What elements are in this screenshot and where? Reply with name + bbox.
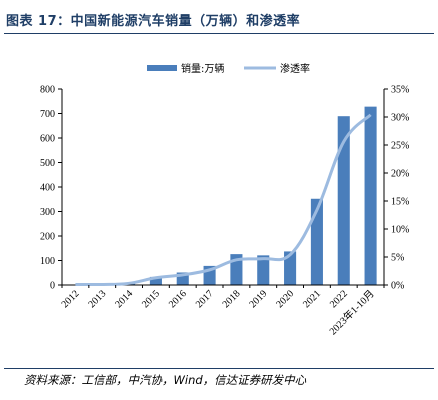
left-axis-tick-label: 700 [40, 109, 55, 120]
x-axis-tick-label: 2015 [140, 288, 162, 310]
x-axis-tick-label: 2021 [301, 288, 323, 310]
x-axis-tick-label: 2022 [328, 288, 350, 310]
bar-sales [257, 255, 270, 285]
source-divider [4, 368, 434, 369]
left-axis-tick-label: 400 [40, 183, 55, 194]
bar-sales [149, 276, 162, 285]
left-axis-tick-label: 100 [40, 256, 55, 267]
legend-label-penetration: 渗透率 [280, 62, 310, 75]
bar-sales [364, 106, 377, 285]
source-note: 资料来源：工信部，中汽协，Wind，信达证券研发中心 [24, 373, 307, 387]
chart-container: 销量:万辆 渗透率 0 100 200 300 400 500 600 700 800 0% 5% 10%… [0, 44, 438, 366]
left-axis-tick-label: 600 [40, 134, 55, 145]
title-divider [4, 33, 434, 34]
figure-title: 图表 17：中国新能源汽车销量（万辆）和渗透率 [6, 14, 301, 29]
right-axis-tick-label: 10% [391, 225, 409, 236]
right-axis-tick-label: 30% [391, 113, 409, 124]
chart-svg: 销量:万辆 渗透率 0 100 200 300 400 500 600 700 800 0% 5% 10%… [40, 62, 409, 337]
x-axis-tick-label: 2016 [167, 288, 189, 310]
right-axis-tick-label: 15% [391, 197, 409, 208]
left-axis-tick-label: 200 [40, 232, 55, 243]
x-axis-tick-label: 2012 [60, 288, 82, 310]
x-axis-tick-label: 2014 [113, 288, 135, 310]
right-axis-tick-label: 0% [391, 281, 404, 292]
bar-sales [337, 116, 350, 285]
bar-sales [310, 198, 323, 285]
x-axis-tick-label: 2023年1-10月 [326, 287, 376, 337]
left-axis-tick-label: 0 [50, 281, 55, 292]
x-axis-tick-label: 2013 [86, 288, 108, 310]
bar-sales [284, 251, 297, 285]
x-axis-tick-label: 2019 [247, 288, 269, 310]
right-axis-tick-label: 20% [391, 169, 409, 180]
x-axis-tick-label: 2017 [194, 288, 216, 310]
left-axis-tick-label: 500 [40, 158, 55, 169]
right-axis-tick-label: 5% [391, 253, 404, 264]
right-axis-tick-label: 25% [391, 141, 409, 152]
x-axis-tick-label: 2018 [221, 288, 243, 310]
left-axis-tick-label: 800 [40, 85, 55, 96]
legend-bar-swatch [147, 65, 177, 71]
right-axis-tick-label: 35% [391, 85, 409, 96]
left-axis-tick-label: 300 [40, 207, 55, 218]
x-axis-tick-label: 2020 [274, 288, 296, 310]
line-penetration [75, 113, 372, 287]
legend-label-sales: 销量:万辆 [181, 62, 224, 75]
